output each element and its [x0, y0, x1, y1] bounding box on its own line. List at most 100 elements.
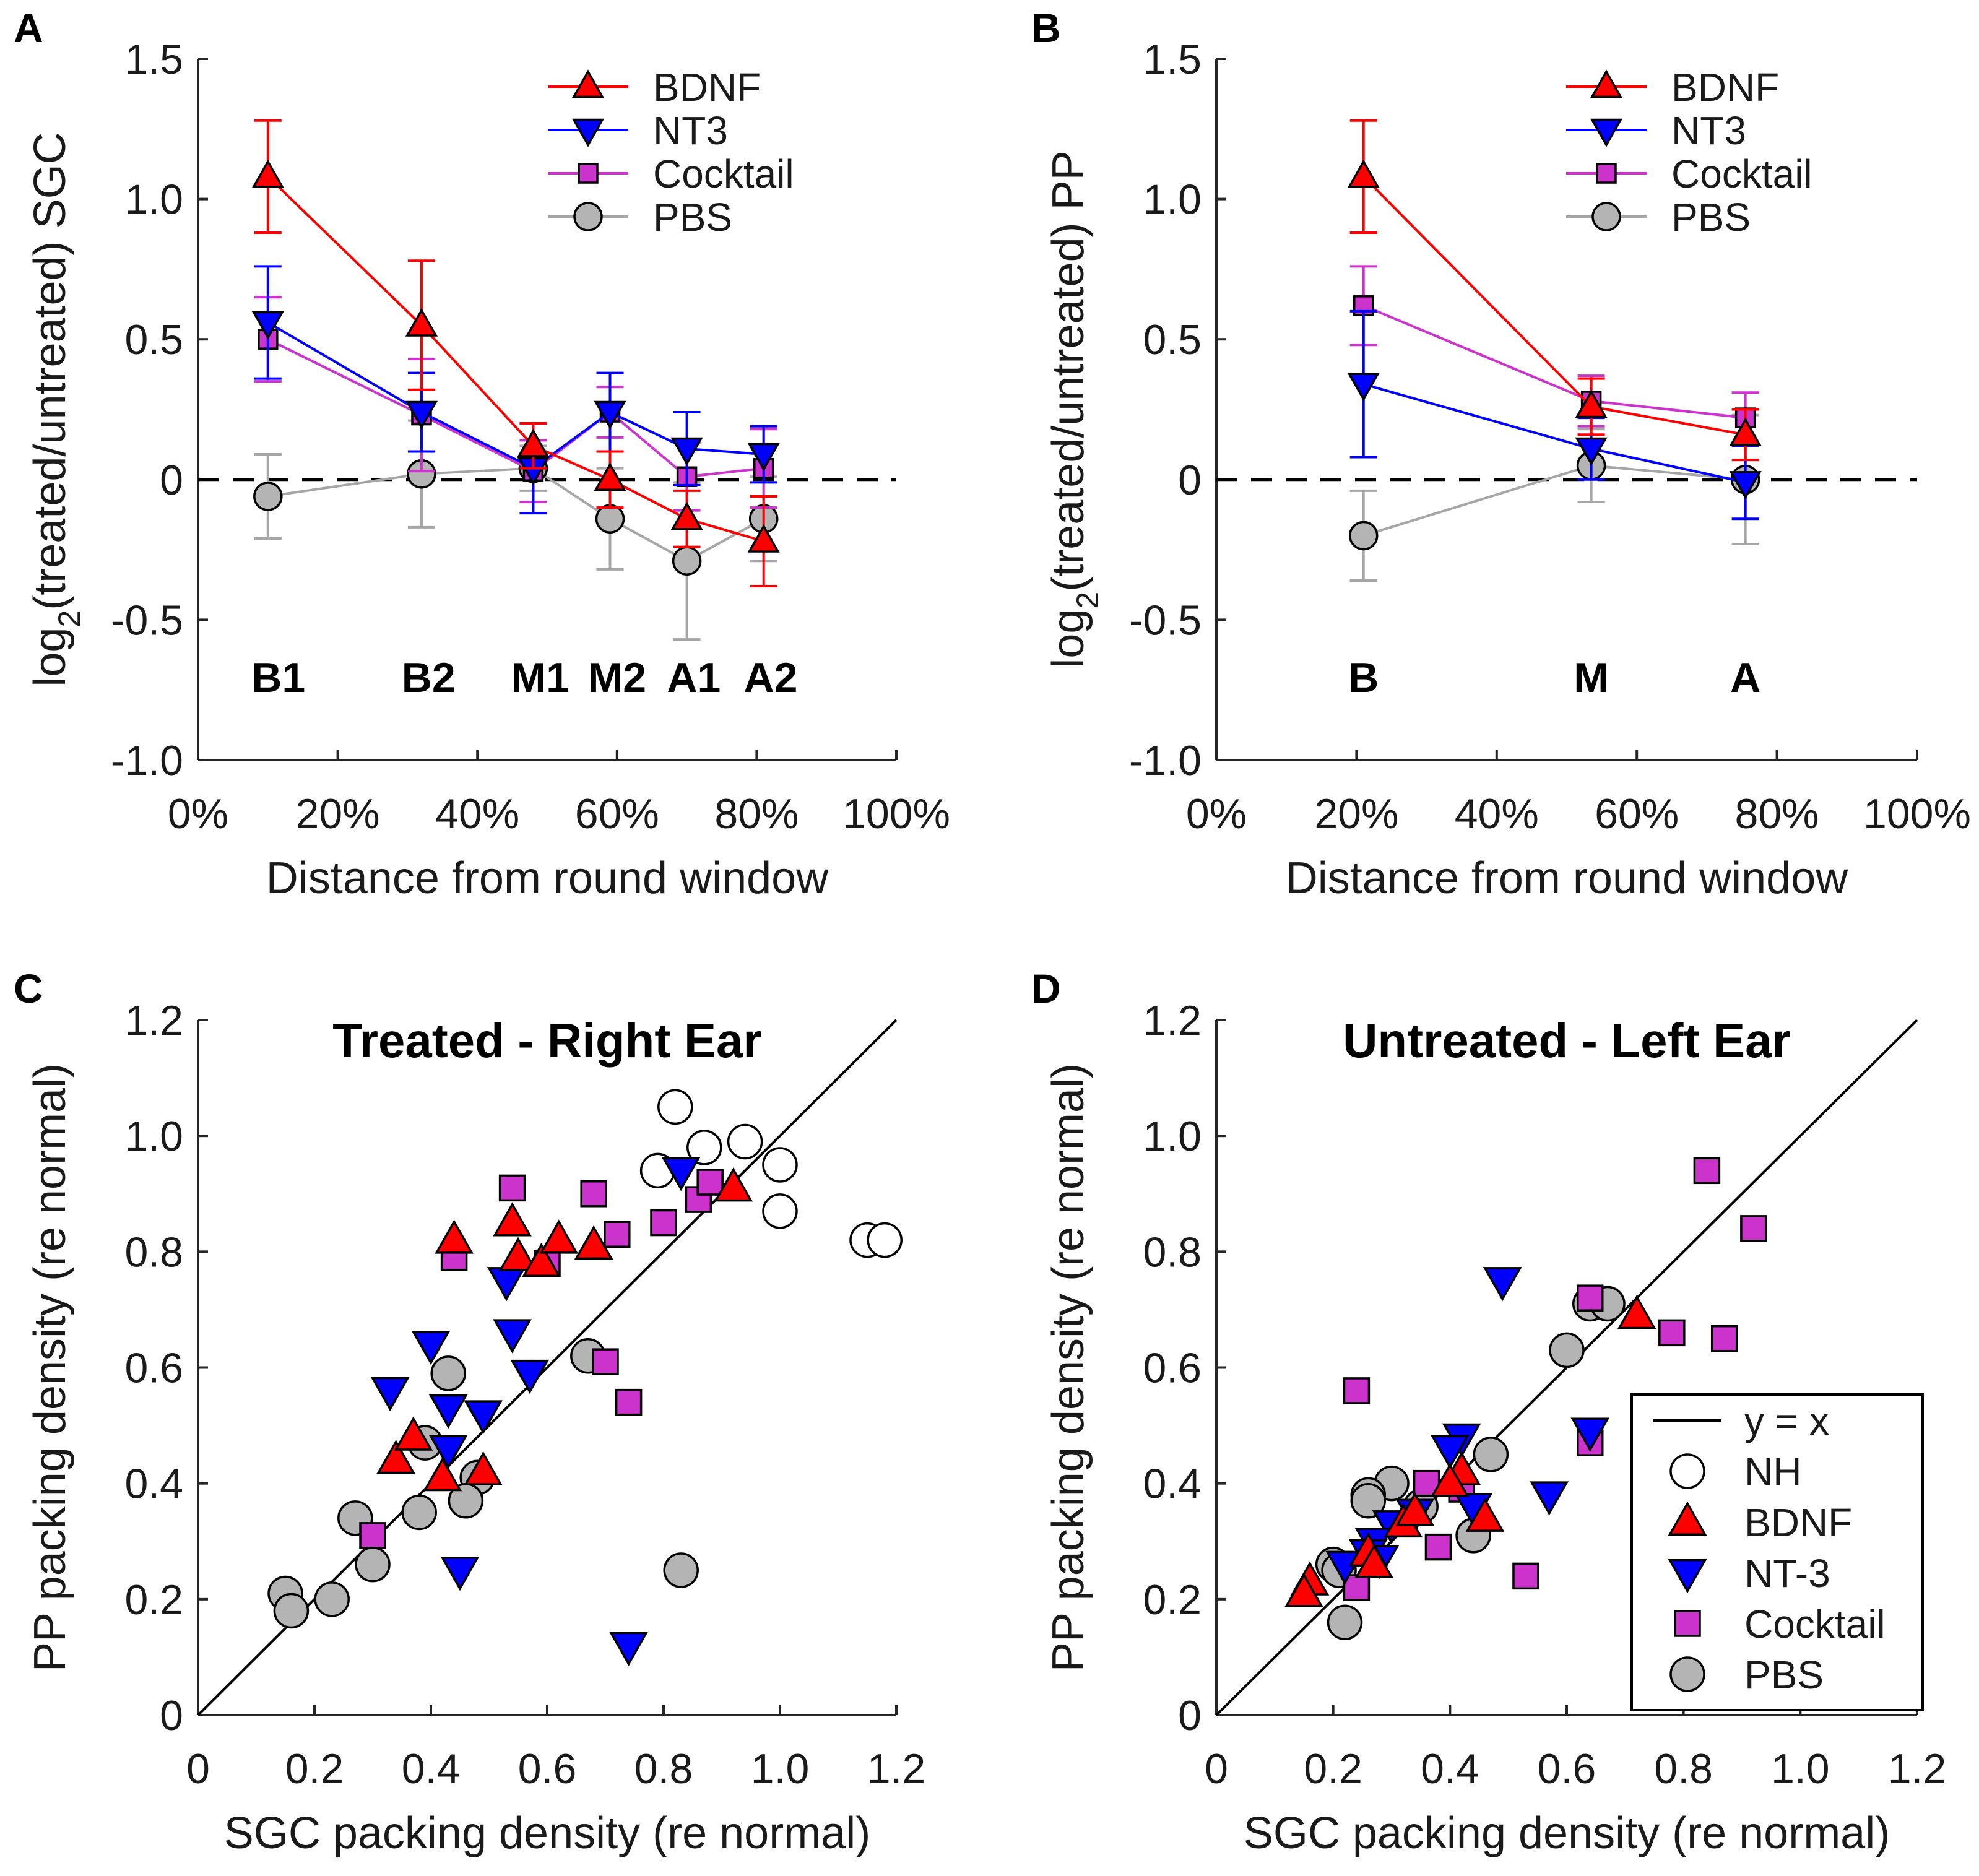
data-point	[498, 1237, 538, 1271]
data-point	[405, 308, 438, 337]
legend-label: NT-3	[1744, 1551, 1830, 1596]
data-point	[273, 1593, 310, 1629]
y-tick-label: 1.2	[124, 997, 183, 1044]
y-tick-label: 0	[1178, 1692, 1202, 1739]
data-point	[670, 437, 703, 466]
x-tick-label: 1.0	[1771, 1745, 1830, 1792]
y-tick-label: 0	[160, 457, 183, 504]
legend: y = x NH BDNF NT-3 Cocktail PBS	[1630, 1393, 1924, 1711]
data-point	[1424, 1533, 1452, 1561]
panel-b: B -1.0 -0.5 0 0.5 1.0 1.5 0% 20% 40% 60% 80% 100% Dis…	[1031, 5, 1971, 903]
y-tick-label: 0.4	[124, 1461, 183, 1508]
legend-item-bdnf: BDNF	[1566, 65, 1779, 110]
panel-letter: B	[1031, 5, 1061, 51]
data-point	[1347, 373, 1380, 402]
data-point	[1430, 1463, 1470, 1497]
series-nh	[639, 1089, 903, 1258]
y-tick-label: 0.6	[1143, 1345, 1202, 1392]
legend-item-pbs: PBS	[548, 195, 732, 240]
legend-marker-pbs	[1669, 1656, 1705, 1692]
region-label-m2: M2	[588, 654, 646, 701]
data-point	[663, 1552, 699, 1588]
data-point	[405, 400, 438, 430]
legend-marker-cocktail	[578, 163, 599, 184]
data-point	[359, 1522, 386, 1549]
legend-item-pbs: PBS	[1566, 195, 1751, 240]
data-point	[574, 1225, 613, 1260]
legend-marker-nt3	[571, 118, 605, 147]
series-bdnf	[251, 119, 780, 588]
data-point	[1693, 1157, 1721, 1185]
y-tick-label: 0.2	[124, 1576, 183, 1623]
data-point	[440, 1557, 480, 1591]
data-point	[672, 546, 702, 576]
data-point	[464, 1451, 503, 1485]
series-nt3	[251, 265, 780, 515]
data-point	[1350, 1482, 1387, 1519]
x-tick-label: 80%	[714, 790, 799, 837]
legend-item-nt3: NT3	[548, 108, 728, 153]
data-point	[686, 1130, 722, 1165]
region-label-b2: B2	[402, 654, 456, 701]
series-cocktail	[1349, 265, 1759, 444]
x-tick-label: 0.6	[1538, 1745, 1596, 1792]
x-tick-label: 0%	[168, 790, 228, 837]
legend-marker-bdnf	[1590, 69, 1623, 98]
legend-item-nt-3: NT-3	[1668, 1551, 1830, 1596]
series-cocktail	[1343, 1157, 1767, 1601]
series-pbs	[1348, 413, 1760, 582]
data-point	[493, 1202, 532, 1237]
legend-label: Cocktail	[1671, 152, 1812, 196]
data-point	[747, 524, 780, 553]
data-point	[510, 1359, 550, 1394]
x-tick-label: 1.2	[867, 1745, 926, 1792]
region-label-m1: M1	[511, 654, 569, 701]
x-tick-label: 100%	[842, 790, 950, 837]
data-point	[661, 1157, 701, 1191]
data-point	[1575, 389, 1608, 418]
data-point	[1413, 1469, 1440, 1497]
x-tick-label: 0.2	[285, 1745, 344, 1792]
x-tick-label: 0.4	[1421, 1745, 1479, 1792]
x-tick-label: 40%	[435, 790, 519, 837]
legend-item-cocktail: Cocktail	[1674, 1602, 1886, 1646]
data-point	[487, 1267, 526, 1302]
data-point	[1549, 1332, 1585, 1368]
data-point	[370, 1377, 410, 1412]
panel-c: C 0 0.2 0.4 0.6 0.8 1.0 1.2 0 0.2 0.4 0.6 0.8 1.0 1.2 S…	[14, 966, 925, 1858]
data-point	[609, 1632, 648, 1666]
y-tick-label: -1.0	[111, 737, 183, 784]
series-pbs	[267, 1338, 699, 1629]
y-tick-label: 1.0	[124, 176, 183, 223]
y-tick-label: 1.0	[124, 1113, 183, 1160]
data-point	[394, 1416, 433, 1451]
y-tick-label: 1.5	[1143, 36, 1202, 83]
data-point	[1575, 437, 1608, 466]
data-point	[650, 1209, 677, 1237]
data-point	[435, 1219, 474, 1254]
y-tick-label: 0.2	[1143, 1576, 1202, 1623]
data-point	[867, 1222, 903, 1258]
legend-item-nt3: NT3	[1566, 108, 1746, 153]
legend-item-cocktail: Cocktail	[548, 152, 794, 196]
x-axis-title: SGC packing density (re normal)	[1244, 1809, 1890, 1858]
series-bdnf	[1347, 119, 1762, 462]
region-label-a: A	[1730, 654, 1760, 701]
x-tick-label: 20%	[296, 790, 380, 837]
data-point	[595, 504, 625, 534]
legend-marker-cocktail	[1596, 163, 1617, 184]
data-point	[696, 1169, 724, 1196]
data-point	[522, 1242, 561, 1277]
region-label-a2: A2	[743, 654, 797, 701]
x-tick-label: 0	[1205, 1745, 1228, 1792]
data-point	[428, 1394, 468, 1429]
x-tick-label: 40%	[1455, 790, 1539, 837]
data-point	[1348, 521, 1379, 551]
data-point	[428, 1435, 468, 1469]
data-point	[670, 501, 703, 530]
legend-marker-cocktail	[1674, 1610, 1701, 1637]
x-tick-label: 0%	[1186, 790, 1247, 837]
